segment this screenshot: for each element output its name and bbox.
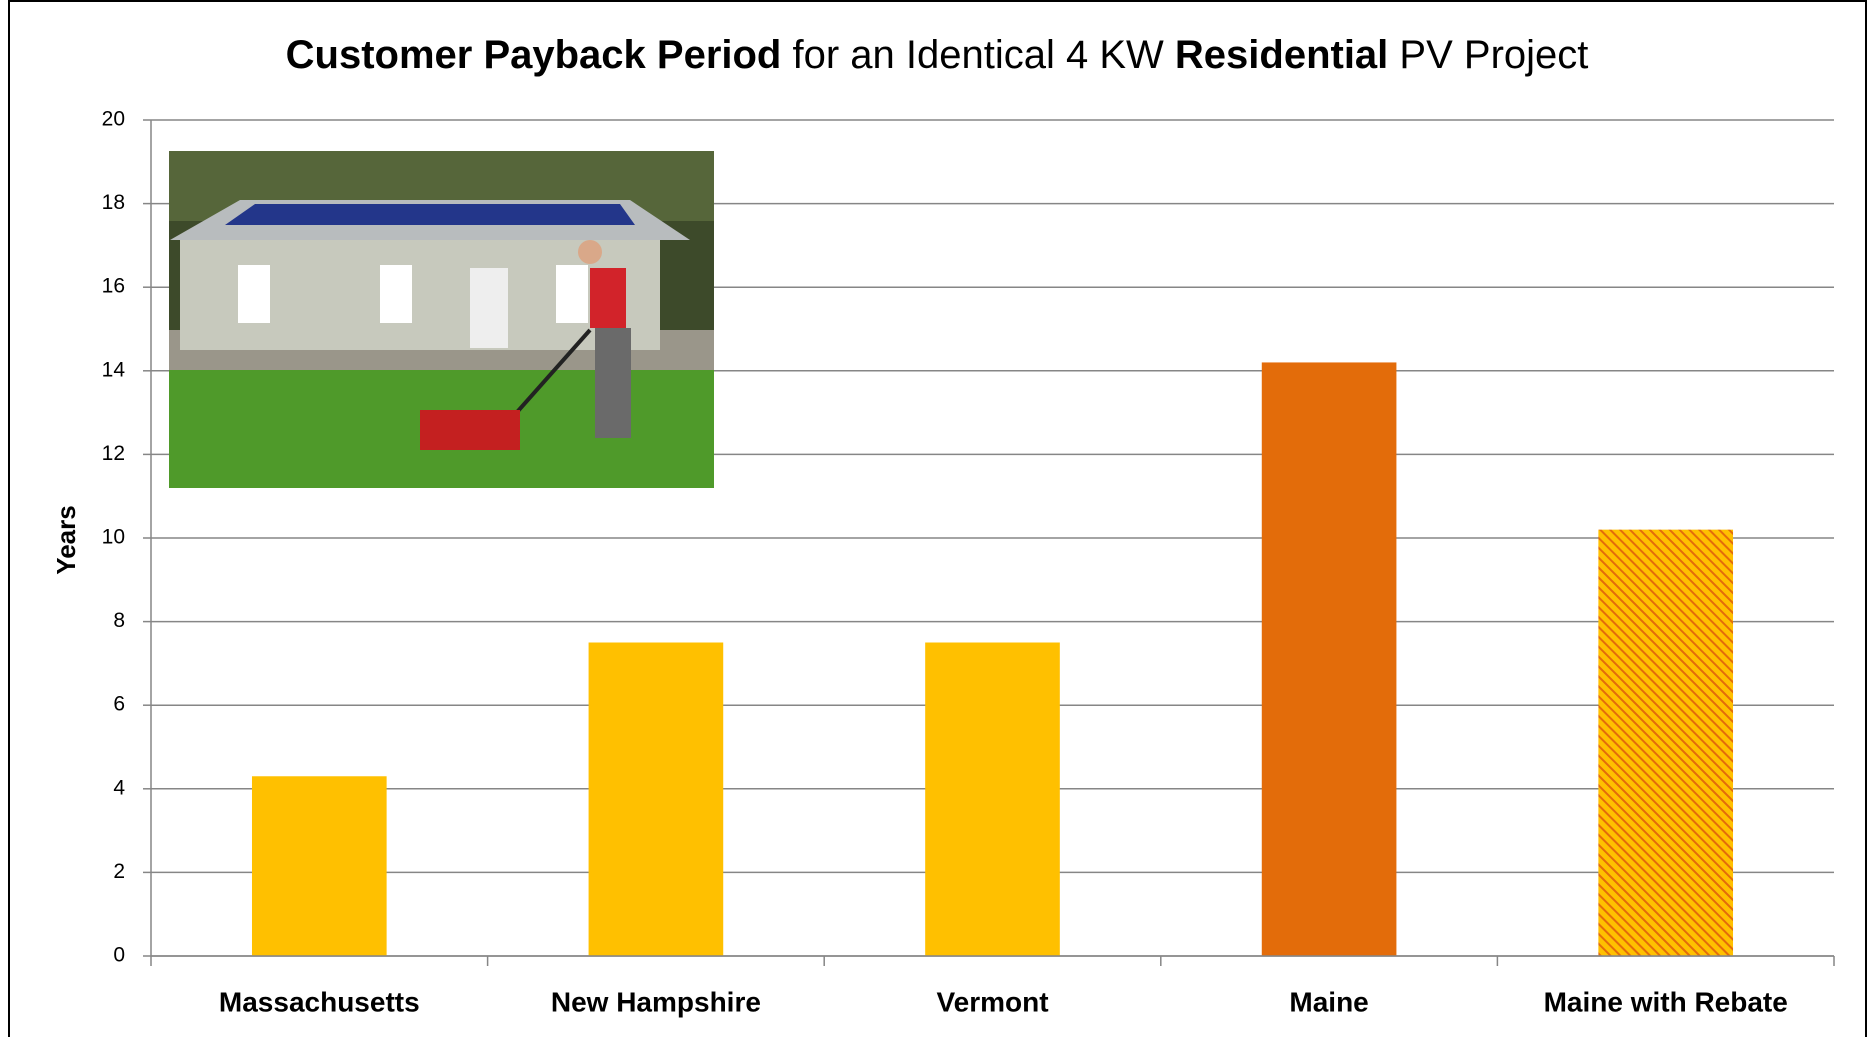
bar: [589, 643, 724, 957]
y-tick-label: 10: [102, 526, 125, 549]
y-tick-label: 8: [113, 609, 125, 632]
photo: [169, 151, 714, 488]
y-tick-label: 12: [102, 442, 125, 465]
y-tick-label: 20: [102, 108, 125, 131]
y-tick-label: 4: [113, 776, 125, 799]
chart: Customer Payback Period for an Identical…: [0, 0, 1867, 1037]
title-part: Residential: [1175, 33, 1388, 77]
y-tick-label: 18: [102, 191, 125, 214]
x-tick-label: New Hampshire: [551, 986, 761, 1017]
bar: [252, 776, 387, 956]
x-tick-label: Vermont: [936, 986, 1048, 1017]
title-part: for an Identical 4 KW: [781, 33, 1175, 77]
x-tick-label: Massachusetts: [219, 986, 420, 1017]
title-part: PV Project: [1388, 33, 1588, 77]
title-part: Customer Payback Period: [286, 33, 782, 77]
y-tick-label: 0: [113, 944, 125, 967]
x-tick-label: Maine with Rebate: [1544, 986, 1788, 1017]
y-tick-label: 2: [113, 860, 125, 883]
y-tick-label: 16: [102, 275, 125, 298]
x-tick-label: Maine: [1289, 986, 1368, 1017]
y-axis-label: Years: [51, 505, 81, 574]
bar: [1598, 530, 1733, 956]
chart-title: Customer Payback Period for an Identical…: [286, 33, 1589, 77]
bar: [1262, 362, 1397, 956]
y-tick-label: 6: [113, 693, 125, 716]
page: {"chart_data": {"type": "bar", "title": …: [0, 0, 1867, 1037]
y-tick-label: 14: [102, 358, 126, 381]
bar: [925, 643, 1060, 957]
